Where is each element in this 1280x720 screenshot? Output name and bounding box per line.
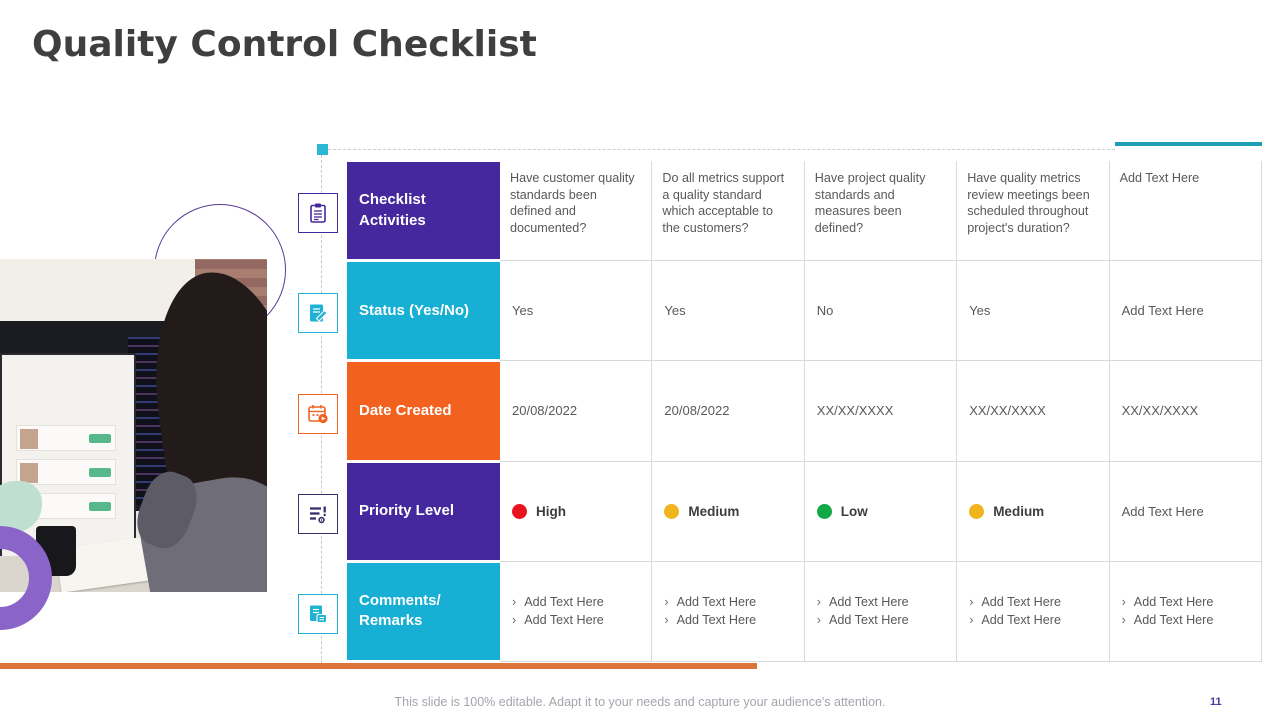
- table-cell-date-5[interactable]: XX/XX/XXXX: [1109, 361, 1262, 462]
- dashed-horizontal-line: [318, 149, 1115, 150]
- quality-control-table: Checklist Activities Have customer quali…: [347, 161, 1262, 662]
- page-title: Quality Control Checklist: [32, 24, 537, 65]
- row-header-comments-remarks: Comments/ Remarks: [347, 561, 500, 662]
- table-cell-date-3[interactable]: XX/XX/XXXX: [804, 361, 958, 462]
- table-cell-priority-2[interactable]: Medium: [652, 461, 805, 562]
- chevron-bullet: ›: [969, 595, 974, 610]
- table-cell-activity-2[interactable]: Do all metrics support a quality standar…: [652, 161, 805, 262]
- priority-dot-medium: [664, 503, 680, 519]
- document-edit-icon: [298, 293, 338, 333]
- photo-list-row: [16, 425, 116, 451]
- row-header-label: Status (Yes/No): [359, 301, 470, 319]
- table-cell-status-3[interactable]: No: [804, 261, 958, 362]
- table-cell-date-2[interactable]: 20/08/2022: [652, 361, 805, 462]
- photo-list-row: [16, 459, 116, 485]
- row-header-label: Checklist Activities: [359, 191, 426, 229]
- page-number: 11: [1210, 696, 1222, 708]
- table-cell-status-4[interactable]: Yes: [957, 261, 1110, 362]
- table-cell-priority-5[interactable]: Add Text Here: [1109, 461, 1262, 562]
- table-cell-status-5[interactable]: Add Text Here: [1109, 261, 1262, 362]
- clipboard-checklist-icon: [298, 193, 338, 233]
- table-cell-date-4[interactable]: XX/XX/XXXX: [957, 361, 1110, 462]
- table-cell-priority-3[interactable]: Low: [804, 461, 958, 562]
- row-header-priority-level: Priority Level: [347, 461, 500, 562]
- teal-accent-line: [1115, 142, 1262, 146]
- orange-accent-line: [0, 663, 757, 669]
- chevron-bullet: ›: [816, 595, 821, 610]
- row-header-checklist-activities: Checklist Activities: [347, 161, 500, 262]
- photo-green-button: [89, 468, 111, 477]
- calendar-event-icon: [298, 394, 338, 434]
- table-cell-comments-1[interactable]: › Add Text Here › Add Text Here: [500, 561, 653, 662]
- table-cell-status-2[interactable]: Yes: [652, 261, 805, 362]
- table-cell-priority-4[interactable]: Medium: [957, 461, 1110, 562]
- table-cell-activity-3[interactable]: Have project quality standards and measu…: [804, 161, 958, 262]
- priority-dot-low: [816, 503, 832, 519]
- table-cell-activity-4[interactable]: Have quality metrics review meetings bee…: [957, 161, 1110, 262]
- comments-document-icon: [298, 594, 338, 634]
- table-cell-priority-1[interactable]: High: [500, 461, 653, 562]
- chevron-bullet: ›: [512, 613, 517, 628]
- row-header-label: Comments/ Remarks: [359, 592, 441, 630]
- chevron-bullet: ›: [512, 595, 517, 610]
- chevron-bullet: ›: [664, 595, 669, 610]
- photo-thumbnail: [20, 429, 38, 449]
- chevron-bullet: ›: [1121, 595, 1126, 610]
- table-cell-date-1[interactable]: 20/08/2022: [500, 361, 653, 462]
- row-header-status: Status (Yes/No): [347, 261, 500, 362]
- photo-thumbnail: [20, 463, 38, 483]
- table-cell-comments-3[interactable]: › Add Text Here › Add Text Here: [804, 561, 958, 662]
- table-cell-status-1[interactable]: Yes: [500, 261, 653, 362]
- chevron-bullet: ›: [969, 613, 974, 628]
- row-header-label: Date Created: [359, 401, 452, 419]
- priority-dot-high: [512, 503, 527, 519]
- row-header-label: Priority Level: [359, 502, 455, 520]
- chevron-bullet: ›: [1121, 613, 1126, 628]
- table-cell-comments-2[interactable]: › Add Text Here › Add Text Here: [652, 561, 805, 662]
- table-cell-activity-5[interactable]: Add Text Here: [1109, 161, 1262, 262]
- footer-note: This slide is 100% editable. Adapt it to…: [394, 695, 886, 709]
- photo-green-button: [89, 502, 111, 511]
- photo-green-button: [89, 434, 111, 443]
- chevron-bullet: ›: [816, 613, 821, 628]
- table-cell-comments-4[interactable]: › Add Text Here › Add Text Here: [957, 561, 1110, 662]
- cyan-square-marker: [317, 144, 328, 155]
- priority-settings-icon: [298, 494, 338, 534]
- row-header-date-created: Date Created: [347, 361, 500, 462]
- priority-dot-medium: [969, 503, 985, 519]
- chevron-bullet: ›: [664, 613, 669, 628]
- table-cell-activity-1[interactable]: Have customer quality standards been def…: [500, 161, 653, 262]
- photo-woman-at-desk: [0, 259, 267, 592]
- table-cell-comments-5[interactable]: › Add Text Here › Add Text Here: [1109, 561, 1262, 662]
